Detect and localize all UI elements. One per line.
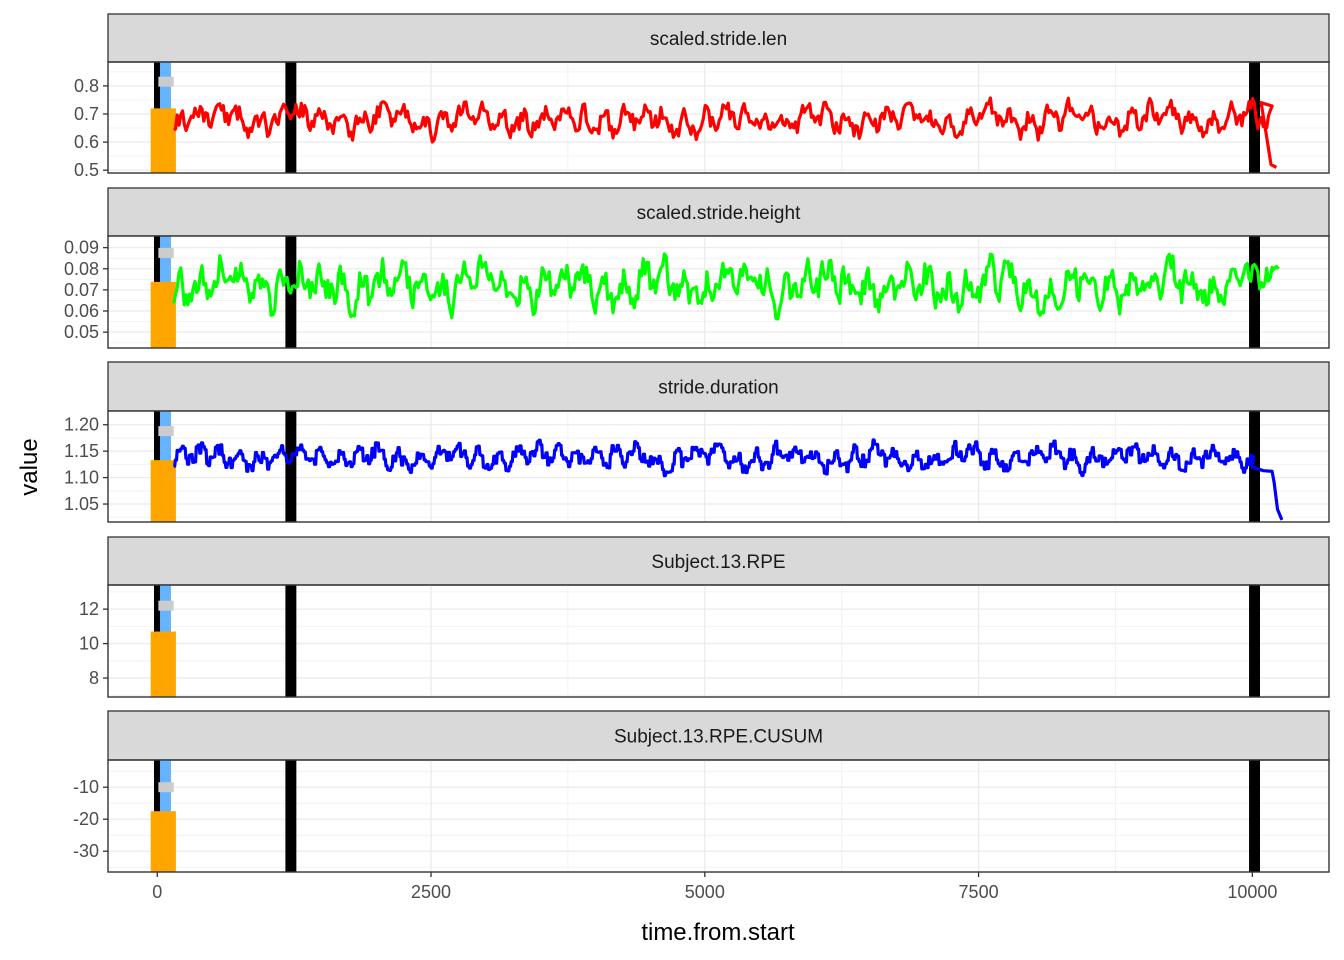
panel-content [108,236,1329,348]
facet-panel: Subject.13.RPE.CUSUM -30 -20 -10 [73,710,1330,873]
panel-border [107,410,1330,523]
panel-border [107,584,1330,698]
panel-border [107,61,1330,174]
series-line [173,96,1278,169]
y-tick-label: 1.20 [64,415,99,435]
facet-panel: Subject.13.RPE 8 10 12 [79,536,1330,698]
y-tick-label: 0.05 [64,322,99,342]
grey-marker [158,600,174,611]
series-line [172,252,1280,321]
y-tick-label: -10 [73,777,99,797]
facet-panel: stride.duration 1.05 1.10 1.15 1.20 [64,361,1330,523]
x-tick-label: 0 [152,882,162,902]
vertical-marker-bar [1249,236,1261,348]
y-tick-label: 8 [89,668,99,688]
x-axis: 0 2500 5000 7500 10000 [152,872,1277,902]
vertical-marker-bar [285,760,297,872]
y-tick-label: 0.5 [74,160,99,180]
facet-strip [107,361,1330,412]
panel-content [108,62,1329,173]
facet-panel: scaled.stride.len 0.5 0.6 0.7 0.8 [74,13,1330,180]
grey-marker [158,782,174,793]
y-tick-label: 10 [79,634,99,654]
panel-content [108,411,1329,522]
vertical-marker-bar [285,411,297,522]
y-tick-label: 12 [79,599,99,619]
y-tick-label: 0.8 [74,76,99,96]
facet-strip-label: Subject.13.RPE.CUSUM [614,727,823,748]
panel-border [107,759,1330,873]
y-tick-label: 0.06 [64,301,99,321]
orange-bar [150,281,176,348]
facet-strip [107,13,1330,63]
facet-panel: scaled.stride.height 0.050.060.070.080.09 [64,187,1330,349]
y-tick-label: 0.07 [64,280,99,300]
x-tick-label: 2500 [411,882,451,902]
x-tick-label: 10000 [1227,882,1277,902]
series-line [173,438,1284,521]
facet-strip-label: Subject.13.RPE [651,552,785,573]
orange-bar [150,460,176,522]
y-tick-label: 0.09 [64,238,99,258]
panel-content [108,585,1329,697]
x-tick-label: 7500 [959,882,999,902]
y-tick-label: 0.08 [64,259,99,279]
y-tick-label: 0.6 [74,132,99,152]
facet-strip-label: scaled.stride.len [650,29,787,50]
vertical-marker-bar [1249,585,1261,697]
y-tick-label: 1.05 [64,494,99,514]
facet-panels: scaled.stride.len0.50.60.70.8scaled.stri… [64,13,1330,873]
x-axis-title: time.from.start [641,919,795,946]
facet-strip-label: scaled.stride.height [637,203,801,224]
panel-border [107,235,1330,349]
y-axis-title: value [16,438,43,495]
y-tick-label: -30 [73,841,99,861]
panel-content [108,760,1329,872]
grey-marker [158,426,174,437]
facet-strip [107,536,1330,586]
orange-bar [150,811,176,872]
y-tick-label: 1.15 [64,441,99,461]
vertical-marker-bar [285,585,297,697]
orange-bar [150,631,176,697]
y-tick-label: -20 [73,809,99,829]
grey-marker [158,76,174,87]
x-tick-label: 5000 [685,882,725,902]
orange-bar [150,108,176,173]
facet-strip-label: stride.duration [658,378,778,399]
y-tick-label: 1.10 [64,468,99,488]
facet-strip [107,710,1330,761]
y-tick-label: 0.7 [74,104,99,124]
vertical-marker-bar [1249,760,1261,872]
grey-marker [158,247,174,258]
